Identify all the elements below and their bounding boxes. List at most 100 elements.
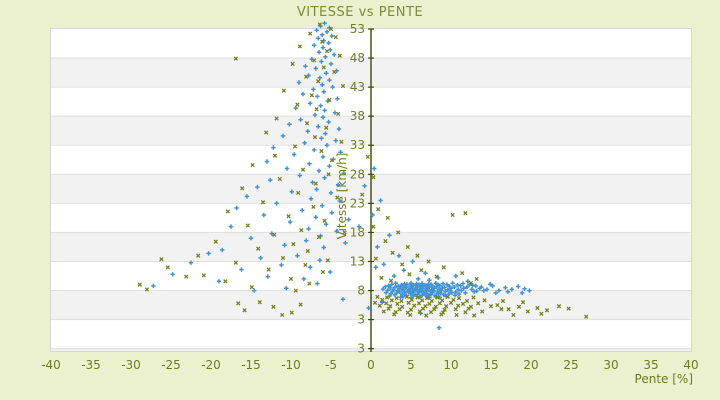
data-point-series-blue — [402, 290, 407, 295]
data-point-series-blue — [416, 276, 421, 282]
x-tick-label: 15 — [483, 358, 498, 372]
data-point-series-olive — [417, 309, 422, 314]
data-point-series-blue — [459, 288, 464, 293]
data-point-series-olive — [525, 309, 530, 314]
data-point-series-blue — [469, 287, 474, 292]
data-point-series-olive — [320, 39, 325, 44]
data-point-series-blue — [465, 279, 470, 284]
data-point-series-olive — [488, 304, 494, 309]
data-point-series-blue — [397, 289, 402, 295]
data-point-series-blue — [328, 61, 334, 67]
data-point-series-olive — [337, 53, 342, 58]
data-point-series-olive — [499, 307, 504, 312]
data-point-series-blue — [448, 286, 454, 291]
data-point-series-olive — [272, 232, 277, 237]
data-point-series-blue — [343, 240, 348, 246]
data-point-series-olive — [336, 111, 341, 117]
data-point-series-blue — [324, 71, 329, 76]
data-point-series-olive — [242, 308, 247, 313]
data-point-series-blue — [271, 145, 276, 150]
data-point-series-blue — [314, 28, 319, 33]
data-point-series-blue — [322, 175, 327, 180]
data-point-series-olive — [400, 262, 405, 267]
data-point-series-olive — [233, 260, 238, 265]
data-point-series-olive — [333, 34, 338, 40]
data-point-series-blue — [329, 210, 334, 215]
data-point-series-blue — [311, 87, 316, 92]
data-point-series-blue — [316, 124, 321, 129]
data-point-series-blue — [493, 290, 498, 296]
data-point-series-blue — [460, 281, 466, 286]
data-point-series-olive — [289, 310, 294, 315]
data-point-series-olive — [395, 301, 400, 307]
data-point-series-blue — [452, 284, 457, 290]
data-point-series-blue — [308, 101, 313, 106]
data-point-series-olive — [556, 304, 562, 309]
data-point-series-blue — [288, 219, 293, 225]
data-point-series-olive — [396, 230, 401, 235]
data-point-series-blue — [274, 201, 279, 206]
data-point-series-olive — [394, 295, 399, 301]
data-point-series-olive — [360, 192, 365, 197]
data-point-series-olive — [416, 301, 422, 306]
data-point-series-blue — [315, 281, 320, 286]
data-point-series-blue — [188, 260, 194, 265]
data-point-series-blue — [335, 96, 340, 101]
data-point-series-blue — [338, 150, 343, 155]
data-point-series-blue — [329, 33, 334, 39]
data-point-series-olive — [286, 214, 291, 219]
data-point-series-olive — [428, 309, 434, 315]
data-point-series-blue — [312, 112, 318, 118]
data-point-series-olive — [441, 265, 446, 270]
data-point-series-olive — [375, 294, 380, 300]
data-point-series-olive — [316, 234, 322, 240]
data-point-series-olive — [371, 224, 376, 229]
data-point-series-blue — [312, 147, 317, 153]
data-point-series-olive — [444, 304, 449, 309]
data-point-series-blue — [324, 143, 330, 148]
data-point-series-olive — [390, 250, 395, 255]
data-point-series-blue — [420, 281, 425, 286]
data-point-series-olive — [159, 257, 164, 262]
data-point-series-blue — [220, 247, 225, 253]
data-point-series-blue — [287, 122, 292, 127]
data-point-series-olive — [304, 121, 310, 126]
data-point-series-blue — [405, 289, 410, 294]
data-point-series-blue — [455, 282, 460, 288]
data-point-series-blue — [280, 133, 286, 139]
data-point-series-blue — [423, 270, 428, 276]
data-point-series-blue — [316, 50, 322, 55]
data-point-series-olive — [303, 262, 308, 268]
data-point-series-olive — [464, 298, 470, 304]
data-point-series-blue — [458, 283, 463, 289]
y-tick-label: 18 — [350, 225, 365, 239]
data-point-series-blue — [316, 168, 322, 173]
data-point-series-blue — [258, 255, 263, 261]
x-tick-label: 30 — [603, 358, 618, 372]
data-point-series-olive — [240, 186, 245, 191]
data-point-series-blue — [296, 80, 302, 85]
data-point-series-blue — [330, 84, 335, 90]
data-point-series-blue — [292, 152, 297, 157]
data-point-series-blue — [239, 267, 244, 272]
data-point-series-olive — [313, 181, 318, 186]
data-point-series-blue — [389, 282, 394, 287]
x-tick-label: 20 — [523, 358, 538, 372]
data-point-series-olive — [474, 276, 479, 282]
data-point-series-blue — [314, 187, 319, 192]
data-point-series-blue — [279, 262, 284, 268]
data-point-series-blue — [393, 281, 398, 286]
data-point-series-blue — [463, 290, 468, 296]
data-point-series-blue — [317, 258, 322, 263]
y-tick-label: 48 — [350, 51, 365, 65]
data-point-series-blue — [396, 253, 402, 258]
data-point-series-olive — [437, 301, 442, 306]
data-point-series-blue — [346, 217, 351, 222]
data-point-series-olive — [420, 298, 425, 303]
data-point-series-olive — [379, 275, 384, 280]
data-point-series-blue — [412, 288, 418, 293]
data-point-series-olive — [272, 153, 278, 158]
data-point-series-olive — [392, 312, 397, 317]
y-tick-label: 3 — [357, 342, 365, 356]
data-point-series-blue — [261, 212, 266, 218]
